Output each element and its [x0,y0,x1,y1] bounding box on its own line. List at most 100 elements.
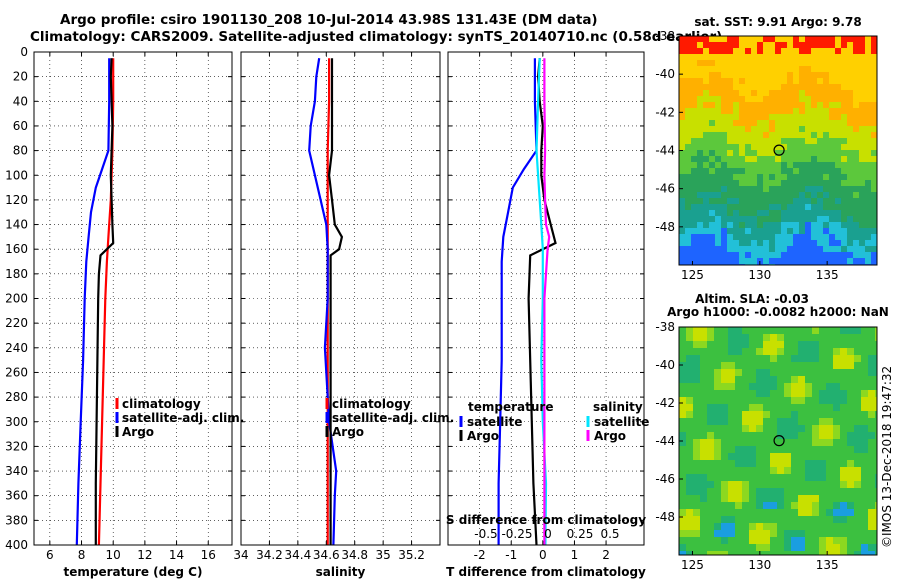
map-cell [728,544,735,551]
map-cell [756,425,763,432]
map-cell [811,48,817,54]
map-cell [721,120,727,126]
map-cell [686,474,693,481]
map-cell [854,502,861,509]
map-cell [721,467,728,474]
map-cell [811,258,817,264]
map-cell [859,78,865,84]
map-cell [727,120,733,126]
map-cell [721,460,728,467]
map-cell [875,502,877,509]
map-cell [685,90,691,96]
map-cell [823,210,829,216]
map-cell [875,551,877,555]
map-cell [793,72,799,78]
map-cell [812,481,819,488]
map-cell [728,467,735,474]
map-cell [763,252,769,258]
map-cell [763,341,770,348]
map-cell [865,258,871,264]
map-cell [703,138,709,144]
map-cell [854,460,861,467]
map-cell [745,186,751,192]
map-cell [679,467,686,474]
map-cell [751,252,757,258]
map-cell [854,509,861,516]
map-cell [775,66,781,72]
map-cell [840,551,847,555]
map-cell [745,144,751,150]
map-cell [791,341,798,348]
map-cell [697,252,703,258]
map-cell [829,114,835,120]
map-cell [749,362,756,369]
map-cell [756,530,763,537]
map-cell [865,84,871,90]
map-cell [727,90,733,96]
map-cell [727,246,733,252]
map-cell [817,96,823,102]
map-cell [784,516,791,523]
map-cell [784,537,791,544]
map-cell [679,453,686,460]
map-cell [829,132,835,138]
x-axis-label: salinity [316,565,366,579]
map-cell [714,404,721,411]
map-cell [721,411,728,418]
map-cell [798,551,805,555]
map-cell [770,481,777,488]
map-cell [868,397,875,404]
map-cell [799,48,805,54]
map-cell [868,460,875,467]
map-cell [826,474,833,481]
map-cell [777,551,784,555]
s-diff-tick-label: -0.25 [501,527,532,541]
map-cell [775,144,781,150]
map-cell [787,60,793,66]
map-cell [775,114,781,120]
map-cell [735,348,742,355]
map-cell [770,488,777,495]
map-lat-label: -46 [655,472,675,486]
panel-frame [240,51,441,546]
map-cell [847,84,853,90]
map-cell [847,516,854,523]
map-cell [853,174,859,180]
map-cell [787,150,793,156]
map-cell [793,252,799,258]
map-cell [775,204,781,210]
map-cell [757,186,763,192]
map-cell [777,495,784,502]
map-lat-label: -38 [655,320,675,334]
map-cell [769,222,775,228]
map-cell [868,355,875,362]
map-cell [691,180,697,186]
map-cell [769,240,775,246]
map-cell [847,348,854,355]
map-cell [871,54,877,60]
map-cell [775,102,781,108]
map-cell [763,327,770,334]
map-cell [793,48,799,54]
map-cell [697,246,703,252]
map-cell [853,108,859,114]
map-cell [793,102,799,108]
map-cell [798,404,805,411]
map-cell [739,108,745,114]
map-cell [819,425,826,432]
map-cell [693,474,700,481]
map-cell [777,376,784,383]
map-cell [685,72,691,78]
map-cell [826,495,833,502]
map-cell [805,42,811,48]
map-cell [739,156,745,162]
map-cell [775,84,781,90]
map-cell [777,523,784,530]
map-cell [745,108,751,114]
map-cell [819,411,826,418]
map-cell [763,390,770,397]
map-cell [745,222,751,228]
map-cell [679,84,685,90]
map-cell [775,138,781,144]
map-cell [697,144,703,150]
